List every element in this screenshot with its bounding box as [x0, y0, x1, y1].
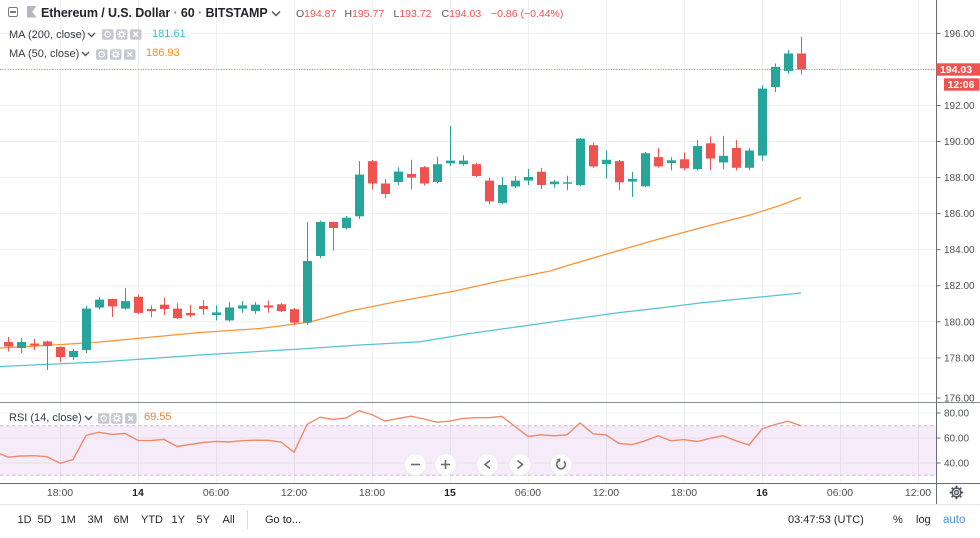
- svg-text:18:00: 18:00: [47, 487, 73, 499]
- svg-text:12:00: 12:00: [281, 487, 307, 499]
- svg-text:176.00: 176.00: [944, 394, 975, 405]
- svg-text:16: 16: [756, 487, 768, 499]
- svg-text:12:00: 12:00: [593, 487, 619, 499]
- svg-text:188.00: 188.00: [944, 173, 975, 184]
- svg-text:18:00: 18:00: [359, 487, 385, 499]
- svg-text:14: 14: [132, 487, 144, 499]
- svg-text:12:00: 12:00: [905, 487, 931, 499]
- svg-text:06:00: 06:00: [203, 487, 229, 499]
- svg-text:196.00: 196.00: [944, 29, 975, 40]
- svg-text:06:00: 06:00: [827, 487, 853, 499]
- svg-text:190.00: 190.00: [944, 137, 975, 148]
- svg-text:60.00: 60.00: [944, 434, 969, 445]
- svg-text:12:06: 12:06: [948, 79, 975, 91]
- svg-text:80.00: 80.00: [944, 409, 969, 420]
- svg-text:192.00: 192.00: [944, 101, 975, 112]
- svg-text:178.00: 178.00: [944, 353, 975, 364]
- svg-text:182.00: 182.00: [944, 281, 975, 292]
- svg-text:18:00: 18:00: [671, 487, 697, 499]
- svg-text:06:00: 06:00: [515, 487, 541, 499]
- svg-text:40.00: 40.00: [944, 459, 969, 470]
- svg-text:194.03: 194.03: [940, 64, 972, 76]
- svg-text:186.00: 186.00: [944, 209, 975, 220]
- svg-text:180.00: 180.00: [944, 317, 975, 328]
- svg-text:184.00: 184.00: [944, 245, 975, 256]
- svg-text:15: 15: [444, 487, 456, 499]
